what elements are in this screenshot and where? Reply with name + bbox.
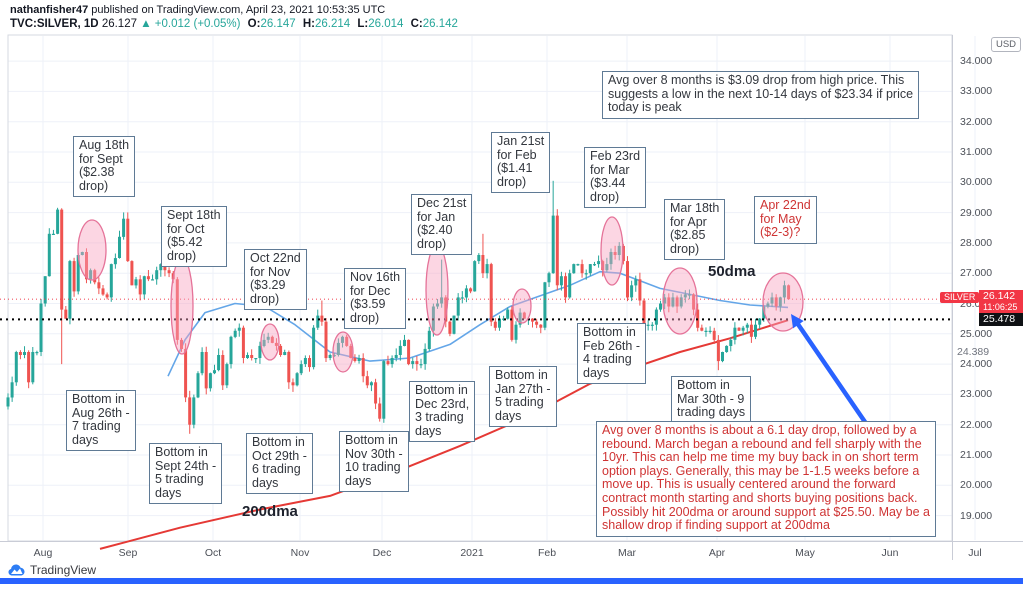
highlight-ellipse: [77, 219, 107, 281]
silver-tag-badge: SILVER: [940, 292, 980, 303]
low-value: 26.014: [368, 18, 404, 30]
highlight-ellipse: [600, 216, 624, 286]
highlight-ellipse: [260, 323, 280, 361]
bottom-accent-bar: [0, 578, 1023, 584]
last-price: 26.127: [101, 18, 137, 30]
published-text: published on TradingView.com, April 23, …: [88, 4, 386, 16]
header: nathanfisher47 published on TradingView.…: [10, 4, 458, 31]
highlight-ellipse: [662, 267, 698, 335]
symbol-title: TVC:SILVER, 1D: [10, 18, 99, 30]
open-label: O:: [247, 18, 261, 30]
current-price-badge: 26.142 11:06:25: [979, 290, 1023, 314]
highlight-ellipse: [425, 244, 449, 336]
countdown-timer: 11:06:25: [983, 302, 1018, 312]
byline: nathanfisher47 published on TradingView.…: [10, 4, 458, 17]
change-up-icon: ▲: [140, 18, 152, 30]
drawn-arrow: [796, 322, 879, 441]
support-price-badge: 25.478: [979, 313, 1023, 326]
highlight-ellipse: [332, 331, 354, 373]
highlight-ellipse: [512, 288, 532, 324]
close-label: C:: [410, 18, 423, 30]
open-value: 26.147: [260, 18, 296, 30]
high-value: 26.214: [314, 18, 351, 30]
drawn-arrow-head: [791, 314, 804, 329]
low-label: L:: [357, 18, 369, 30]
current-price-value: 26.142: [983, 290, 1016, 302]
symbol-row: TVC:SILVER, 1D 26.127 ▲ +0.012 (+0.05%) …: [10, 18, 458, 31]
footer: TradingView: [8, 563, 96, 577]
plot-frame: [7, 34, 953, 542]
tradingview-logo-icon[interactable]: [8, 564, 25, 576]
ma200-line: [99, 319, 789, 550]
change-value: +0.012 (+0.05%): [154, 18, 241, 30]
high-label: H:: [302, 18, 315, 30]
close-value: 26.142: [422, 18, 458, 30]
logo-text[interactable]: TradingView: [30, 563, 97, 577]
candles: [6, 180, 791, 434]
highlight-ellipse: [170, 257, 194, 355]
currency-badge[interactable]: USD: [991, 37, 1021, 52]
author-name: nathanfisher47: [10, 4, 89, 16]
